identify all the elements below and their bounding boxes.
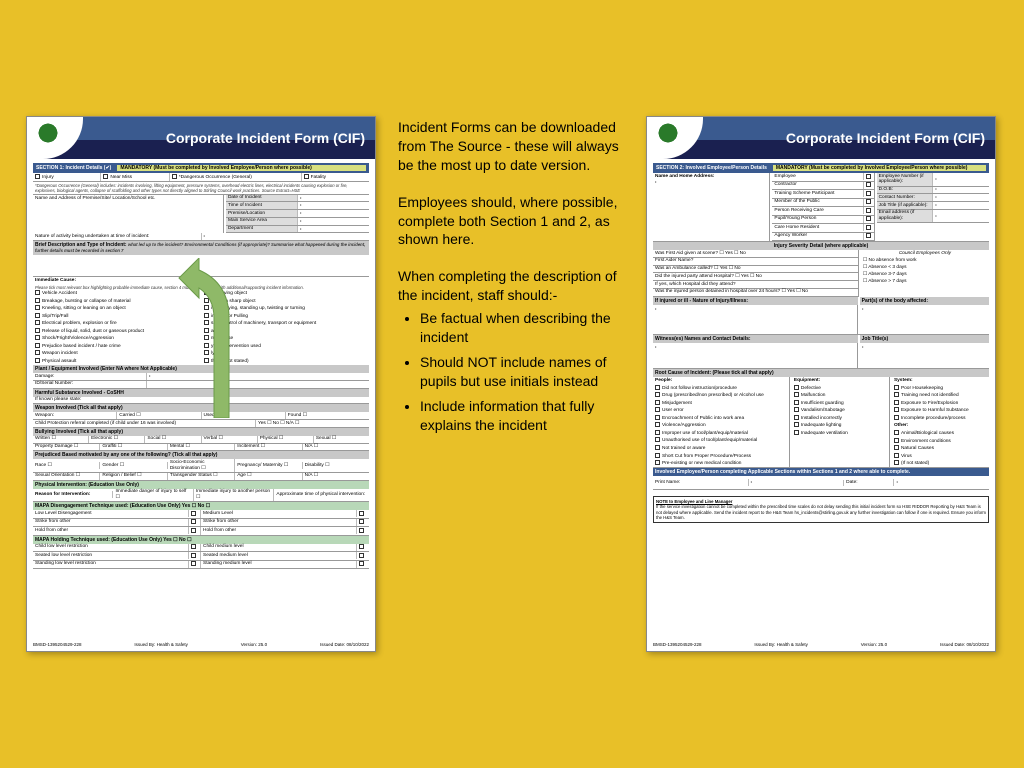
activity-label: Nature of activity being undertaken at t… <box>33 233 202 240</box>
bully-bar: Bullying Involved (Tick all that apply) <box>33 428 369 436</box>
date-incident: Date of Incident <box>226 195 298 202</box>
inv-complete-bar: Involved Employee/Person completing Appl… <box>653 468 989 476</box>
instr-p1: Incident Forms can be downloaded from Th… <box>398 118 628 175</box>
council-logo-icon <box>653 121 683 151</box>
time-incident: Time of Incident <box>226 202 298 209</box>
check-fatality: Fatality <box>311 174 326 179</box>
weapon-row: Weapon:Carried ☐Used ☐Found ☐ <box>33 412 369 420</box>
form-body-2: SECTION 2: Involved Employee/Person Deta… <box>647 159 995 527</box>
form-title: Corporate Incident Form (CIF) <box>166 130 365 146</box>
rc-other: Animal/Biological causesEnvironment cond… <box>892 430 989 468</box>
form-page-1: Corporate Incident Form (CIF) SECTION 1:… <box>26 116 376 652</box>
immediate-cause-label: Immediate Cause: <box>33 277 369 285</box>
instr-p3: When completing the description of the i… <box>398 267 628 305</box>
check-dangerous: *Dangerous Occurrence (General) <box>179 174 252 179</box>
mapa-h-bar: MAPA Holding Technique used: (Education … <box>33 536 369 544</box>
prej-row2: Sexual Orientation ☐Religion / Belief ☐T… <box>33 473 369 481</box>
root-bar: Root Cause of Incident: (Please tick all… <box>653 369 989 377</box>
footer-1: BMSD-1395204529-228Issued By: Health & S… <box>33 642 369 647</box>
instr-bullets: Be factual when describing the incident … <box>398 309 628 434</box>
people-h: People: <box>653 377 789 385</box>
system-h: System: <box>892 377 989 385</box>
service-area: Main Service Area <box>226 218 298 225</box>
dangerous-note: *Dangerous Occurrence (General) includes… <box>33 182 369 194</box>
section2-title: SECTION 2: Involved Employee/Person Deta… <box>656 165 767 171</box>
serial-row: ID/Serial Number: <box>33 381 147 388</box>
council-only: Council Employees Only <box>861 250 989 258</box>
form-body-1: SECTION 1: Incident Details (✔) MANDATOR… <box>27 159 375 573</box>
damage-row: Damage: <box>33 373 147 380</box>
rc-equip: DefectiveMalfunctionInsufficient guardin… <box>792 384 889 437</box>
bully-row1: Written ☐Electronic ☐Social ☐Verbal ☐Phy… <box>33 436 369 444</box>
cpr-row: Child Protection referral completed (if … <box>33 420 256 427</box>
bullet-3: Include information that fully explains … <box>420 397 628 435</box>
department: Department <box>226 226 298 233</box>
injured-bar: If injured or ill - Nature of Injury/Ill… <box>653 297 858 305</box>
note-body: If the service investigation cannot be c… <box>656 504 986 519</box>
rc-system: Poor HousekeepingTraining need not ident… <box>892 384 989 422</box>
date-label: Date: <box>844 479 894 486</box>
roles-col: EmployeeContractorTraining Scheme Partic… <box>772 173 874 241</box>
instr-p2: Employees should, where possible, comple… <box>398 193 628 250</box>
weapon-bar: Weapon Involved (Tick all that apply) <box>33 404 369 412</box>
phys-bar: Physical Intervention: (Education Use On… <box>33 481 369 489</box>
absence-list: ☐ No absence from work☐ Absence < 3 days… <box>861 258 989 285</box>
mapa-d-rows: Low Level DisengagementMedium LevelStrik… <box>33 510 369 536</box>
note-box: NOTE to Employee and Line Manager If the… <box>653 496 989 523</box>
footer-2: BMSD-1395204529-228Issued By: Health & S… <box>653 642 989 647</box>
section2-bar: SECTION 2: Involved Employee/Person Deta… <box>653 163 989 173</box>
incident-type-row: Injury Near Miss *Dangerous Occurrence (… <box>33 173 369 182</box>
form-title-2: Corporate Incident Form (CIF) <box>786 130 985 146</box>
section1-bar: SECTION 1: Incident Details (✔) MANDATOR… <box>33 163 369 173</box>
plant-bar: Plant / Equipment Involved (Enter NA whe… <box>33 365 369 373</box>
section1-title: SECTION 1: Incident Details (✔) <box>36 165 111 171</box>
form-header: Corporate Incident Form (CIF) <box>27 117 375 159</box>
jobtitle-bar: Job Title(s) <box>860 335 989 343</box>
other-h: Other: <box>892 422 989 430</box>
witness-bar: Witness(es) Names and Contact Details: <box>653 335 858 343</box>
bully-row2: Property Damage ☐Graffiti ☐Mental ☐Incit… <box>33 444 369 452</box>
check-injury: Injury <box>42 174 54 179</box>
prej-bar: Prejudiced Based motivated by any one of… <box>33 451 369 459</box>
right-fields-col: Employee Number (if applicable):•D.O.B:•… <box>877 173 989 241</box>
immediate-right-col: by moving objecting on a sharp objecting… <box>202 290 369 365</box>
injury-rows: Was First Aid given at scene? ☐ Yes ☐ No… <box>653 250 859 297</box>
premise: Premise/Location <box>226 210 298 217</box>
print-name: Print Name: <box>653 479 749 486</box>
bullet-1: Be factual when describing the incident <box>420 309 628 347</box>
harmful-bar: Harmful Substance Involved - CoSHH <box>33 389 369 397</box>
harmful-state: If known please state: <box>33 397 83 404</box>
immediate-left-col: Vehicle AccidentBreakage, bursting or co… <box>33 290 200 365</box>
brief-desc-bar: Brief Description and Type of Incident: … <box>33 241 369 255</box>
mandatory-label: MANDATORY (Must be completed by Involved… <box>117 165 366 171</box>
instruction-text: Incident Forms can be downloaded from Th… <box>398 118 628 440</box>
check-nearmiss: Near Miss <box>110 174 132 179</box>
form-page-2: Corporate Incident Form (CIF) SECTION 2:… <box>646 116 996 652</box>
mapa-d-bar: MAPA Disengagement Technique used: (Educ… <box>33 502 369 510</box>
parts-bar: Part(s) of the body affected: <box>860 297 989 305</box>
bullet-2: Should NOT include names of pupils but u… <box>420 353 628 391</box>
mandatory-label-2: MANDATORY (Must be completed by Involved… <box>773 165 986 171</box>
prej-row1: Race ☐Gender ☐Socio-Economic Discriminat… <box>33 459 369 473</box>
reason-row: Reason for Intervention: Immediate dange… <box>33 489 369 503</box>
injury-bar: Injury Severity Detail (where applicable… <box>653 242 989 250</box>
equip-h: Equipment: <box>792 377 889 385</box>
name-address-label: Name and Address of Premise/Site/ Locati… <box>33 195 224 234</box>
rc-people: Did not follow instruction/procedureDrug… <box>653 384 789 467</box>
mapa-h-rows: Child low level restrictionChild medium … <box>33 544 369 570</box>
council-logo-icon <box>33 121 63 151</box>
form-header-2: Corporate Incident Form (CIF) <box>647 117 995 159</box>
